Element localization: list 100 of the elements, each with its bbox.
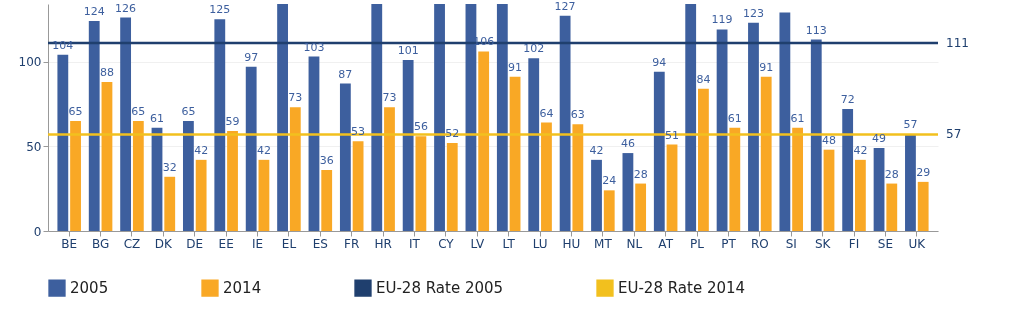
bar [321, 170, 333, 231]
x-tick-label: RO [750, 236, 769, 251]
y-tick-label: 0 [33, 224, 42, 239]
bar [258, 159, 270, 231]
bar [496, 4, 508, 231]
bar [528, 58, 540, 231]
bar [434, 4, 445, 231]
bar [572, 124, 584, 231]
bar [88, 20, 100, 231]
bar [195, 159, 207, 231]
bar [415, 136, 427, 231]
data-label: 65 [181, 104, 196, 118]
bar [917, 181, 929, 231]
bar [854, 159, 866, 231]
data-label: 72 [840, 93, 855, 107]
x-tick-label: UK [908, 236, 927, 251]
data-label: 59 [225, 115, 240, 129]
bar [339, 83, 351, 231]
x-tick-label: PT [721, 236, 737, 251]
bar [886, 183, 898, 231]
bar [635, 183, 647, 231]
data-label: 113 [805, 23, 827, 37]
data-label: 102 [523, 42, 545, 56]
x-tick-label: NL [626, 236, 643, 251]
x-tick-label: CZ [123, 236, 141, 251]
data-label: 42 [589, 143, 604, 157]
x-tick-label: DK [154, 236, 174, 251]
bar [603, 190, 615, 231]
x-tick-label: HU [562, 236, 581, 251]
x-tick-label: DE [186, 236, 204, 251]
data-label: 61 [727, 111, 742, 125]
bar [685, 4, 697, 231]
data-label: 126 [115, 1, 137, 15]
bar [352, 141, 364, 231]
data-label: 87 [338, 67, 353, 81]
bar [541, 122, 552, 231]
x-tick-label: MT [594, 236, 613, 251]
data-label: 36 [319, 154, 334, 168]
bar [70, 120, 81, 231]
data-label: 65 [131, 104, 146, 118]
bar [666, 144, 678, 231]
data-label: 42 [853, 143, 868, 157]
y-tick-label: 100 [18, 55, 42, 70]
data-label: 73 [288, 91, 303, 105]
data-label: 57 [903, 118, 918, 132]
bar [905, 134, 916, 231]
bar [227, 131, 238, 231]
data-label: 28 [884, 167, 899, 181]
bar [823, 149, 835, 231]
data-label: 24 [602, 174, 617, 188]
data-label: 119 [711, 13, 733, 27]
bar [446, 142, 458, 231]
x-tick-label: EE [218, 236, 234, 251]
x-tick-label: ES [312, 236, 328, 251]
data-label: 97 [244, 50, 259, 64]
x-tick-label: IE [251, 236, 264, 251]
bar [622, 153, 634, 231]
bar [289, 107, 301, 231]
data-label: 64 [539, 106, 554, 120]
x-tick-label: LV [470, 236, 485, 251]
data-label: 61 [150, 111, 165, 125]
bar [792, 127, 804, 231]
bar [384, 107, 395, 231]
legend-label: 2005 [70, 279, 109, 298]
text: 57 [946, 127, 962, 142]
bar [591, 159, 602, 231]
text: 111 [946, 35, 969, 50]
data-label: 91 [759, 60, 774, 74]
data-label: 61 [790, 111, 805, 125]
data-label: 84 [696, 72, 711, 86]
bar [810, 39, 822, 231]
data-label: 125 [209, 3, 231, 17]
data-label: 42 [256, 143, 271, 157]
bar [214, 19, 226, 231]
x-tick-label: SE [877, 236, 894, 251]
bar [559, 15, 571, 231]
data-label: 91 [508, 60, 523, 74]
bar [120, 17, 132, 231]
bar [132, 120, 144, 231]
x-tick-label: AT [658, 236, 674, 251]
x-tick-label: SK [814, 236, 832, 251]
bar [873, 147, 885, 231]
legend-label: EU-28 Rate 2005 [376, 279, 504, 298]
data-label: 28 [633, 167, 648, 181]
x-tick-label: FI [848, 236, 860, 251]
bar [779, 12, 791, 231]
data-label: 29 [916, 165, 931, 179]
bar [478, 51, 490, 231]
data-label: 65 [68, 104, 83, 118]
bar [698, 88, 709, 231]
bar [509, 76, 521, 231]
x-tick-label: HR [374, 236, 392, 251]
bar [716, 29, 728, 231]
bar [182, 120, 194, 231]
x-tick-label: IT [409, 236, 421, 251]
x-tick-label: LT [502, 236, 516, 251]
x-tick-label: CY [438, 236, 455, 251]
data-label: 101 [397, 43, 419, 57]
x-tick-label: BG [91, 236, 110, 251]
legend-label: EU-28 Rate 2014 [618, 279, 746, 298]
